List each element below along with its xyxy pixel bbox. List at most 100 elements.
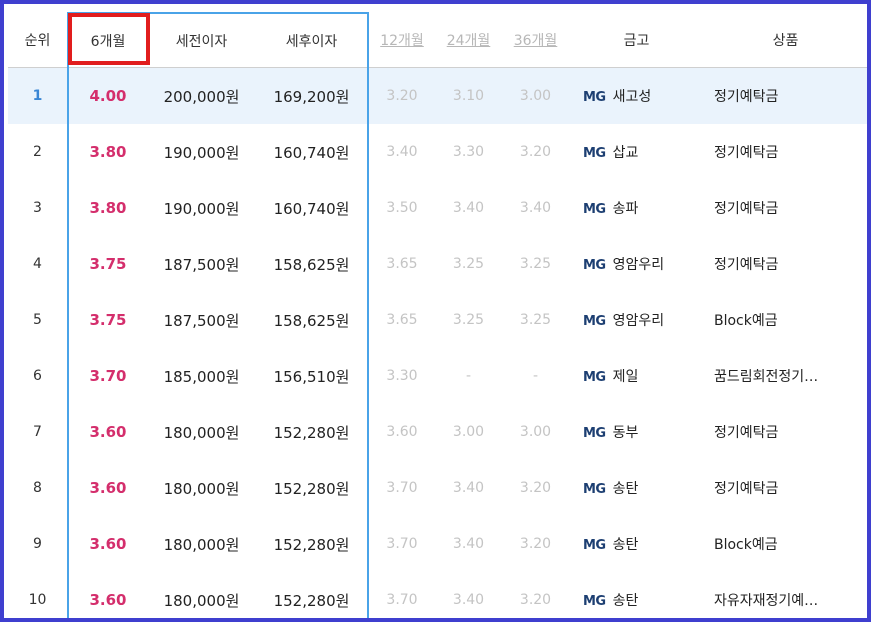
col-header-6month[interactable]: 6개월: [67, 12, 147, 68]
rate-24month-cell: 3.10: [435, 67, 502, 124]
rank-cell: 6: [33, 368, 42, 384]
rate-24month-cell: 3.25: [452, 256, 485, 272]
rate-6month-cell: 3.60: [67, 404, 147, 460]
pretax-interest-cell: 180,000원: [163, 423, 240, 442]
mg-logo-icon: MG: [583, 258, 606, 273]
table-row[interactable]: 9 3.60 180,000원 152,280원 3.70 3.40 3.20 …: [8, 516, 867, 572]
product-cell[interactable]: 꿈드림회전정기…: [714, 369, 819, 385]
table-row[interactable]: 10 3.60 180,000원 152,280원 3.70 3.40 3.20…: [8, 572, 867, 618]
bank-name: 제일: [612, 369, 639, 385]
rate-12month-cell: 3.50: [386, 200, 418, 216]
table-row[interactable]: 8 3.60 180,000원 152,280원 3.70 3.40 3.20 …: [8, 460, 867, 516]
rate-6month-cell: 3.80: [67, 124, 147, 180]
pretax-interest-cell: 180,000원: [163, 591, 240, 610]
rate-6month-cell: 3.60: [67, 516, 147, 572]
aftertax-interest-cell: 158,625원: [256, 236, 369, 292]
bank-name: 송탄: [612, 481, 639, 497]
aftertax-interest-cell: 156,510원: [256, 348, 369, 404]
mg-logo-icon: MG: [583, 90, 606, 105]
rank-cell: 7: [33, 424, 42, 440]
aftertax-interest-cell: 160,740원: [256, 180, 369, 236]
rate-36month-cell: 3.20: [519, 536, 552, 552]
table-row[interactable]: 7 3.60 180,000원 152,280원 3.60 3.00 3.00 …: [8, 404, 867, 460]
rate-24month-cell: 3.30: [452, 144, 485, 160]
bank-cell[interactable]: MG 영암우리: [569, 236, 704, 292]
header-row: 순위 6개월 세전이자 세후이자 12개월 24개월 36개월 금고 상품: [8, 12, 867, 68]
rate-36month-cell: 3.40: [519, 200, 552, 216]
pretax-interest-cell: 185,000원: [163, 367, 240, 386]
rate-6month-cell: 4.00: [67, 67, 147, 124]
col-header-product: 상품: [704, 13, 867, 68]
pretax-interest-cell: 187,500원: [163, 311, 240, 330]
bank-name: 송탄: [612, 593, 639, 609]
mg-logo-icon: MG: [583, 482, 606, 497]
product-cell[interactable]: 정기예탁금: [714, 201, 779, 217]
pretax-interest-cell: 190,000원: [163, 199, 240, 218]
rate-12month-cell: 3.65: [386, 256, 418, 272]
aftertax-interest-cell: 169,200원: [256, 67, 369, 124]
rate-36month-cell: 3.20: [519, 144, 552, 160]
col-header-aftertax-interest: 세후이자: [256, 12, 369, 68]
product-cell[interactable]: 정기예탁금: [704, 67, 867, 124]
bank-cell[interactable]: MG 삽교: [569, 124, 704, 180]
table-row[interactable]: 5 3.75 187,500원 158,625원 3.65 3.25 3.25 …: [8, 292, 867, 348]
col-header-12month[interactable]: 12개월: [368, 13, 435, 68]
rate-24month-cell: 3.00: [452, 424, 485, 440]
rate-6month-cell: 3.80: [67, 180, 147, 236]
bank-cell[interactable]: MG 영암우리: [569, 292, 704, 348]
rate-36month-cell: 3.25: [519, 312, 552, 328]
pretax-interest-cell: 200,000원: [147, 67, 256, 124]
mg-logo-icon: MG: [583, 594, 606, 609]
mg-logo-icon: MG: [583, 146, 606, 161]
product-cell[interactable]: 정기예탁금: [714, 145, 779, 161]
rank-cell: 4: [33, 256, 42, 272]
col-header-rank: 순위: [8, 13, 68, 68]
bank-cell[interactable]: MG 송탄: [569, 460, 704, 516]
product-cell[interactable]: 정기예탁금: [714, 481, 779, 497]
col-header-36month[interactable]: 36개월: [502, 13, 569, 68]
rate-12month-cell: 3.30: [386, 368, 418, 384]
bank-cell[interactable]: MG 제일: [569, 348, 704, 404]
rate-table: 순위 6개월 세전이자 세후이자 12개월 24개월 36개월 금고 상품 1 …: [8, 12, 867, 618]
bank-cell[interactable]: MG 동부: [569, 404, 704, 460]
table-row[interactable]: 3 3.80 190,000원 160,740원 3.50 3.40 3.40 …: [8, 180, 867, 236]
bank-name: 영암우리: [612, 313, 665, 329]
product-cell[interactable]: 정기예탁금: [714, 425, 779, 441]
bank-cell[interactable]: MG 송탄: [569, 572, 704, 618]
product-cell[interactable]: 자유자재정기예…: [714, 593, 819, 609]
table-row[interactable]: 6 3.70 185,000원 156,510원 3.30 - - MG 제일 꿈…: [8, 348, 867, 404]
rate-36month-cell: 3.20: [519, 480, 552, 496]
aftertax-interest-cell: 152,280원: [256, 404, 369, 460]
aftertax-interest-cell: 152,280원: [256, 572, 369, 618]
pretax-interest-cell: 180,000원: [163, 535, 240, 554]
product-cell[interactable]: Block예금: [714, 537, 778, 553]
mg-logo-icon: MG: [583, 314, 606, 329]
bank-cell[interactable]: MG 송파: [569, 180, 704, 236]
rank-cell: 2: [33, 144, 42, 160]
pretax-interest-cell: 180,000원: [163, 479, 240, 498]
rate-24month-cell: 3.25: [452, 312, 485, 328]
rate-6month-cell: 3.75: [67, 236, 147, 292]
rank-cell: 10: [28, 592, 47, 608]
aftertax-interest-cell: 160,740원: [256, 124, 369, 180]
bank-name: 새고성: [612, 89, 652, 105]
rate-36month-cell: 3.00: [519, 424, 552, 440]
table-row[interactable]: 2 3.80 190,000원 160,740원 3.40 3.30 3.20 …: [8, 124, 867, 180]
aftertax-interest-cell: 152,280원: [256, 460, 369, 516]
pretax-interest-cell: 187,500원: [163, 255, 240, 274]
aftertax-interest-cell: 152,280원: [256, 516, 369, 572]
product-cell[interactable]: 정기예탁금: [714, 257, 779, 273]
rate-24month-cell: 3.40: [452, 536, 485, 552]
table-row[interactable]: 4 3.75 187,500원 158,625원 3.65 3.25 3.25 …: [8, 236, 867, 292]
col-header-bank: 금고: [569, 13, 704, 68]
bank-cell[interactable]: MG 송탄: [569, 516, 704, 572]
rank-cell: 3: [33, 200, 42, 216]
table-row[interactable]: 1 4.00 200,000원 169,200원 3.20 3.10 3.00 …: [8, 67, 867, 124]
rate-24month-cell: 3.40: [452, 592, 485, 608]
col-header-24month[interactable]: 24개월: [435, 13, 502, 68]
rate-6month-cell: 3.70: [67, 348, 147, 404]
bank-cell[interactable]: MG 새고성: [569, 67, 704, 124]
rank-cell: 5: [33, 312, 42, 328]
product-cell[interactable]: Block예금: [714, 313, 778, 329]
rate-12month-cell: 3.60: [386, 424, 418, 440]
